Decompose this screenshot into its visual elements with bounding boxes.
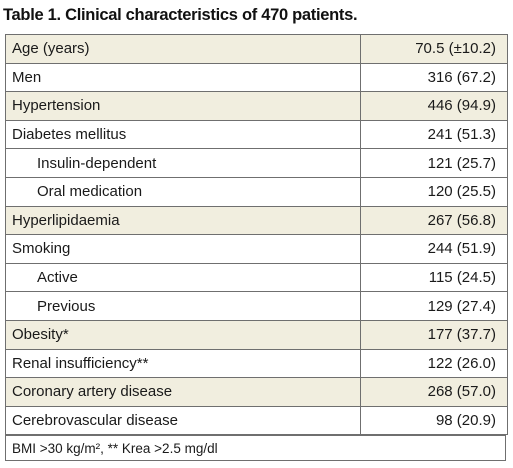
table-row: Renal insufficiency** 122 (26.0) (5, 348, 508, 379)
row-value: 70.5 (±10.2) (360, 34, 508, 64)
table-row: Age (years) 70.5 (±10.2) (5, 34, 508, 64)
table-caption: Table 1. Clinical characteristics of 470… (3, 6, 358, 24)
row-value: 267 (56.8) (360, 205, 508, 236)
row-value: 115 (24.5) (360, 262, 508, 293)
row-value: 446 (94.9) (360, 91, 508, 121)
row-label: Diabetes mellitus (5, 119, 361, 150)
row-value: 122 (26.0) (360, 348, 508, 379)
table-row: Cerebrovascular disease 98 (20.9) (5, 405, 508, 436)
table-row: Obesity* 177 (37.7) (5, 319, 508, 350)
row-value: 121 (25.7) (360, 148, 508, 178)
table-row: Hyperlipidaemia 267 (56.8) (5, 205, 508, 236)
row-value: 177 (37.7) (360, 319, 508, 350)
row-label: Cerebrovascular disease (5, 405, 361, 436)
table-row: Men 316 (67.2) (5, 62, 508, 93)
row-value: 98 (20.9) (360, 405, 508, 436)
row-label: Previous (5, 291, 361, 321)
table-footnote: BMI >30 kg/m², ** Krea >2.5 mg/dl (5, 435, 506, 461)
row-label: Active (5, 262, 361, 293)
table-body: Age (years) 70.5 (±10.2) Men 316 (67.2) Hype… (5, 34, 508, 436)
table-row: Previous 129 (27.4) (5, 291, 508, 321)
table-row: Insulin-dependent 121 (25.7) (5, 148, 508, 178)
row-value: 120 (25.5) (360, 176, 508, 207)
row-label: Oral medication (5, 176, 361, 207)
table-row: Hypertension 446 (94.9) (5, 91, 508, 121)
row-label: Men (5, 62, 361, 93)
row-value: 316 (67.2) (360, 62, 508, 93)
row-label: Renal insufficiency** (5, 348, 361, 379)
table-row: Smoking 244 (51.9) (5, 234, 508, 264)
row-label: Insulin-dependent (5, 148, 361, 178)
row-label: Coronary artery disease (5, 377, 361, 407)
table-row: Diabetes mellitus 241 (51.3) (5, 119, 508, 150)
table-row: Oral medication 120 (25.5) (5, 176, 508, 207)
table-row: Coronary artery disease 268 (57.0) (5, 377, 508, 407)
row-label: Age (years) (5, 34, 361, 64)
row-value: 241 (51.3) (360, 119, 508, 150)
row-label: Smoking (5, 234, 361, 264)
clinical-characteristics-table: Age (years) 70.5 (±10.2) Men 316 (67.2) Hype… (5, 34, 508, 436)
table-row: Active 115 (24.5) (5, 262, 508, 293)
row-value: 129 (27.4) (360, 291, 508, 321)
row-value: 244 (51.9) (360, 234, 508, 264)
row-label: Hyperlipidaemia (5, 205, 361, 236)
row-value: 268 (57.0) (360, 377, 508, 407)
row-label: Obesity* (5, 319, 361, 350)
row-label: Hypertension (5, 91, 361, 121)
